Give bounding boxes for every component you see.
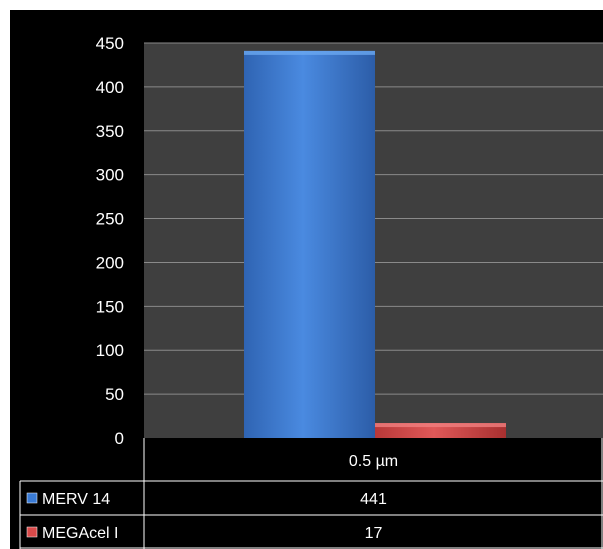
legend-key-merv-14 — [26, 492, 38, 504]
series-name-label: MERV 14 — [42, 491, 110, 508]
y-tick-label: 0 — [115, 429, 124, 448]
legend-key-megacel-i — [26, 526, 38, 538]
y-tick-label: 50 — [105, 385, 124, 404]
y-tick-label: 150 — [96, 297, 124, 316]
data-table: 0.5 µm MERV 14 441 MEGAcel I 17 — [19, 438, 603, 549]
y-tick-label: 450 — [96, 34, 124, 53]
y-tick-label: 400 — [96, 78, 124, 97]
y-tick-label: 100 — [96, 341, 124, 360]
data-value-label: 17 — [365, 525, 383, 542]
bar-merv-14 — [244, 50, 375, 439]
data-value-label: 441 — [360, 491, 387, 508]
y-axis-tick-labels: 0 50 100 150 200 250 300 350 400 450 — [96, 34, 124, 448]
y-tick-label: 300 — [96, 166, 124, 185]
bar-top-highlight — [375, 423, 506, 428]
y-tick-label: 250 — [96, 210, 124, 229]
y-tick-label: 350 — [96, 122, 124, 141]
y-tick-label: 200 — [96, 253, 124, 272]
category-label: 0.5 µm — [349, 453, 398, 470]
bars — [244, 50, 506, 439]
series-name-label: MEGAcel I — [42, 525, 118, 542]
bar-top-highlight — [244, 50, 375, 55]
